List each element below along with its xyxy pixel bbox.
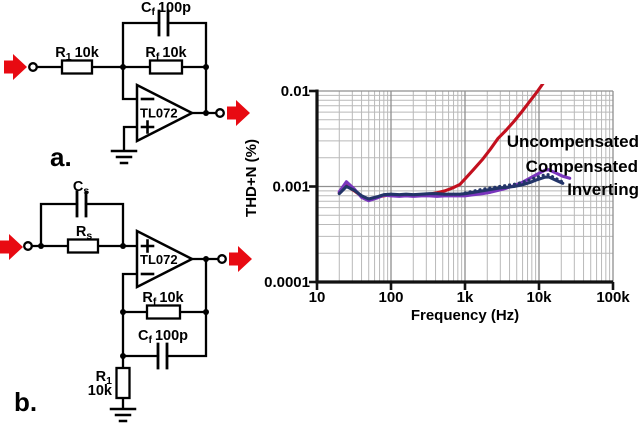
x-axis-title: Frequency (Hz) xyxy=(411,307,519,324)
opamp-plus-input-icon xyxy=(140,120,155,134)
junction-dot xyxy=(120,64,126,70)
junction-dot xyxy=(203,256,209,262)
cap-cs-label: Cs xyxy=(73,179,89,197)
plot-grid xyxy=(316,90,614,283)
capacitor-cf xyxy=(156,342,169,370)
curve-inverting xyxy=(337,175,565,201)
plot-curves xyxy=(337,84,572,203)
resistor-rf xyxy=(145,304,182,320)
x-tick-label: 1k xyxy=(457,289,474,306)
opamp-plus-input-icon xyxy=(140,239,155,253)
circuit-b: Cs Rs TL072 Rf 10k Cf 100p R1 10k b. xyxy=(0,179,252,423)
resistor-rf-label: Rf 10k xyxy=(145,45,187,63)
output-terminal xyxy=(215,108,225,118)
series-label-inverting: Inverting xyxy=(567,180,639,199)
capacitor-cs xyxy=(75,190,88,218)
resistor-r1-value: 10k xyxy=(88,383,113,399)
circuit-a: Cf 100p R1 10k Rf 10k TL072 a. xyxy=(4,0,250,172)
signal-in-arrow-icon xyxy=(0,234,23,260)
y-tick-labels: 0.01 0.001 0.0001 xyxy=(264,83,310,291)
y-tick-label: 0.0001 xyxy=(264,274,310,291)
panel-b-label: b. xyxy=(14,387,37,417)
opamp-part-number: TL072 xyxy=(140,106,178,121)
signal-out-arrow-icon xyxy=(227,100,250,126)
axis-tick-marks xyxy=(309,89,615,290)
signal-out-arrow-icon xyxy=(229,246,252,272)
y-axis-title: THD+N (%) xyxy=(243,139,260,217)
resistor-rf xyxy=(148,59,184,75)
resistor-rs-label: Rs xyxy=(76,224,92,242)
junction-dot xyxy=(120,309,126,315)
cap-cf-label: Cf 100p xyxy=(138,328,188,346)
series-label-uncompensated: Uncompensated xyxy=(507,132,639,151)
junction-dot xyxy=(120,243,126,249)
output-terminal xyxy=(217,254,227,264)
series-label-compensated: Compensated xyxy=(526,157,638,176)
resistor-rs xyxy=(66,238,100,254)
capacitor-cf xyxy=(157,9,170,37)
ground-icon xyxy=(109,407,137,423)
x-tick-labels: 10 100 1k 10k 100k xyxy=(309,289,631,306)
x-tick-label: 100k xyxy=(596,289,630,306)
resistor-r1 xyxy=(60,59,94,75)
junction-dot xyxy=(38,243,44,249)
junction-dot xyxy=(203,309,209,315)
curve-inverting-dotted xyxy=(463,173,565,195)
junction-dot xyxy=(203,110,209,116)
resistor-r1-label: R1 10k xyxy=(55,45,99,63)
thdn-chart: 0.01 0.001 0.0001 10 100 1k 10k 100k THD+N (%)… xyxy=(243,83,639,324)
x-tick-label: 100 xyxy=(378,289,403,306)
junction-dot xyxy=(203,64,209,70)
x-tick-label: 10k xyxy=(526,289,552,306)
signal-in-arrow-icon xyxy=(4,54,27,80)
wires xyxy=(35,21,218,152)
panel-a-label: a. xyxy=(50,142,72,172)
opamp-part-number: TL072 xyxy=(140,252,178,267)
x-tick-label: 10 xyxy=(309,289,326,306)
resistor-r1-label: R1 xyxy=(96,369,112,387)
resistor-rf-label: Rf 10k xyxy=(142,290,184,308)
y-tick-label: 0.001 xyxy=(272,179,310,196)
cap-cf-label: Cf 100p xyxy=(141,0,191,18)
resistor-r1 xyxy=(115,366,131,400)
ground-icon xyxy=(110,149,138,165)
y-tick-label: 0.01 xyxy=(281,83,310,100)
junction-dot xyxy=(120,353,126,359)
